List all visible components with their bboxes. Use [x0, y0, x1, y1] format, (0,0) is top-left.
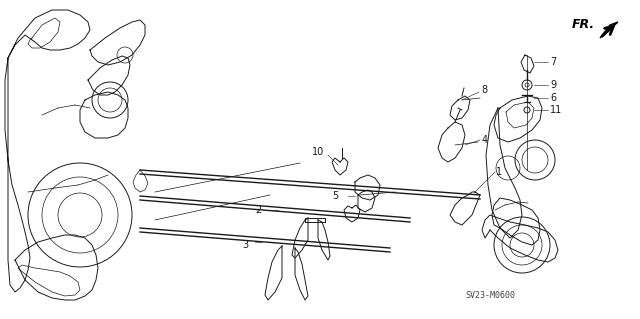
Text: 9: 9 [550, 80, 556, 90]
Text: FR.: FR. [572, 19, 595, 32]
Text: 5: 5 [332, 191, 339, 201]
Text: 7: 7 [550, 57, 556, 67]
Text: 3: 3 [242, 240, 248, 250]
Text: 11: 11 [550, 105, 563, 115]
Text: 1: 1 [496, 167, 502, 177]
Text: SV23-M0600: SV23-M0600 [465, 291, 515, 300]
Text: 8: 8 [481, 85, 487, 95]
Text: 10: 10 [312, 147, 324, 157]
Text: 2: 2 [255, 205, 261, 215]
Text: 6: 6 [550, 93, 556, 103]
Polygon shape [600, 22, 618, 38]
Text: 4: 4 [482, 135, 488, 145]
